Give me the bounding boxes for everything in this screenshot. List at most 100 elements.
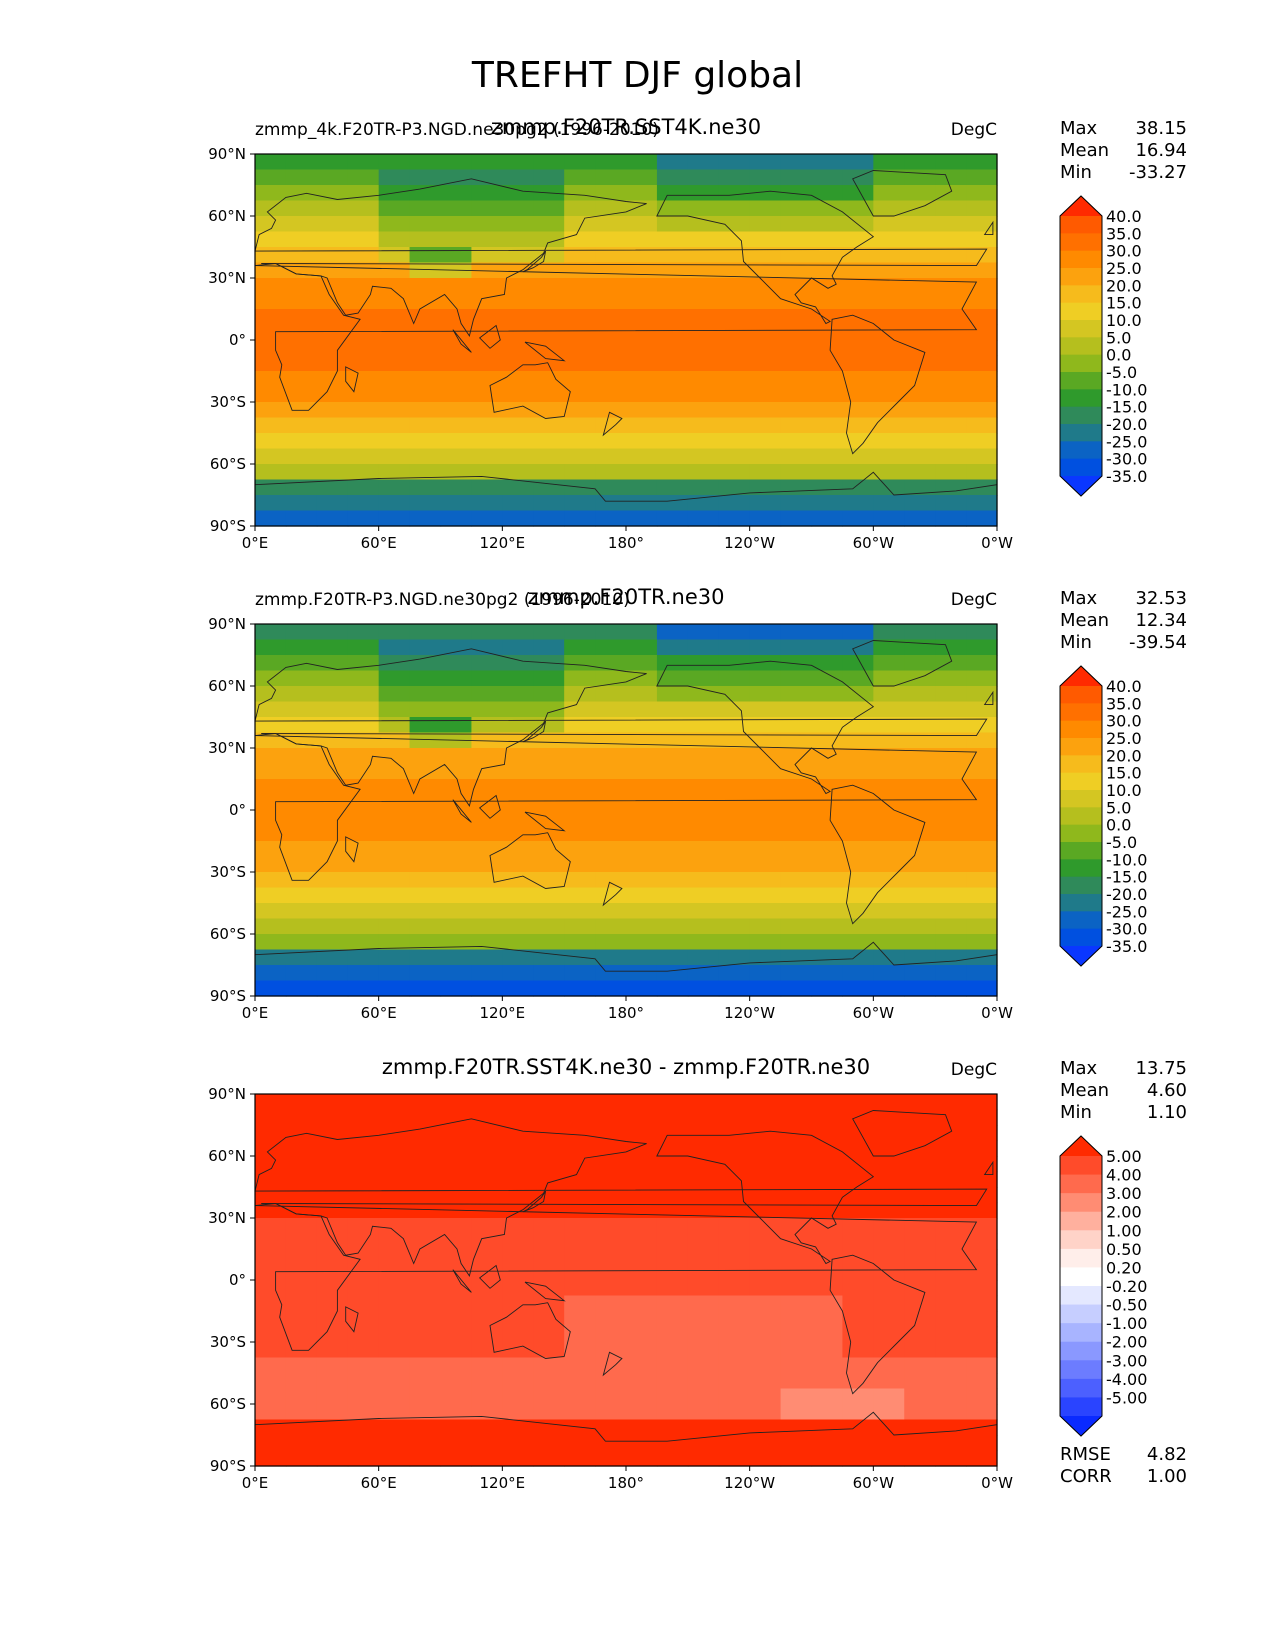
map-cell [626, 841, 658, 858]
map-cell [440, 495, 473, 512]
map-cell [595, 247, 627, 264]
map-cell [316, 1311, 349, 1328]
map-cell [502, 903, 534, 920]
map-cell [749, 980, 782, 997]
map-cell [347, 1233, 380, 1250]
stat-value-min: -39.54 [1129, 632, 1187, 653]
colorbar-level-label: -4.00 [1106, 1370, 1147, 1389]
map-cell [316, 965, 349, 982]
map-cell [811, 624, 844, 641]
map-cell [873, 825, 905, 842]
map-cell [904, 1233, 936, 1250]
map-cell [378, 231, 411, 248]
map-cell [471, 810, 503, 827]
map-cell [471, 371, 503, 388]
map-cell [471, 185, 503, 202]
map-cell [873, 185, 905, 202]
coastline [852, 170, 953, 217]
map-cell [873, 934, 905, 951]
colorbar-outline [1059, 195, 1103, 497]
map-cell [811, 918, 844, 935]
map-cell [471, 1357, 503, 1374]
map-cell [749, 918, 782, 935]
colorbar-segment [1060, 302, 1102, 321]
map-cell [749, 293, 782, 310]
map-cell [316, 903, 349, 920]
map-cell [935, 433, 967, 450]
map-cell [409, 686, 442, 703]
map-cell [502, 200, 534, 217]
map-cell [687, 1326, 720, 1343]
map-cell [626, 903, 658, 920]
map-cell [966, 980, 998, 997]
map-cell [935, 1249, 967, 1266]
map-cell [749, 309, 782, 326]
colorbar-level-label: -35.0 [1106, 937, 1147, 956]
map-cell [255, 1295, 287, 1312]
map-cell [749, 732, 782, 749]
map-cell [409, 1311, 442, 1328]
map-cell [780, 794, 813, 811]
map-field [255, 1094, 998, 1467]
map-cell [564, 934, 596, 951]
map-cell [780, 934, 813, 951]
map-cell [718, 825, 751, 842]
map-cell [347, 1404, 380, 1421]
map-cell [440, 779, 473, 796]
map-cell [687, 200, 720, 217]
map-cell [502, 433, 534, 450]
map-cell [255, 510, 287, 527]
stat-label-max: Max [1060, 118, 1098, 139]
coastline [254, 1118, 988, 1277]
map-cell [749, 154, 782, 171]
map-cell [347, 247, 380, 264]
map-cell [471, 965, 503, 982]
map-cell [904, 1094, 936, 1111]
map-cell [904, 825, 936, 842]
map-cell [842, 949, 874, 966]
map-cell [780, 1326, 813, 1343]
map-cell [595, 1094, 627, 1111]
map-cell [718, 1156, 751, 1173]
map-cell [966, 1264, 998, 1281]
x-tick-label: 120°W [724, 534, 775, 552]
map-cell [811, 903, 844, 920]
map-cell [440, 701, 473, 718]
map-cell [718, 918, 751, 935]
map-cell [409, 980, 442, 997]
colorbar-segment [1060, 928, 1102, 947]
map-cell [409, 1435, 442, 1452]
map-cell [533, 639, 565, 656]
map-cell [749, 1326, 782, 1343]
colorbar-level-label: -0.50 [1106, 1296, 1147, 1315]
colorbar-extend-max [1060, 666, 1102, 686]
map-cell [409, 185, 442, 202]
map-cell [780, 1094, 813, 1111]
map-cell [966, 639, 998, 656]
difference-map-svg: zmmp.F20TR.SST4K.ne30 - zmmp.F20TR.ne30 D… [208, 1055, 1187, 1492]
map-cell [533, 1233, 565, 1250]
map-cell [564, 495, 596, 512]
map-cell [718, 980, 751, 997]
map-cell [626, 624, 658, 641]
map-cell [873, 639, 905, 656]
map-cell [780, 1125, 813, 1142]
map-cell [502, 701, 534, 718]
map-cell [718, 1125, 751, 1142]
colorbar-level-label: -30.0 [1106, 920, 1147, 939]
map-cell [780, 856, 813, 873]
map-cell [347, 1373, 380, 1390]
map-cell [440, 856, 473, 873]
map-cell [656, 1357, 689, 1374]
map-cell [780, 1109, 813, 1126]
map-cell [285, 1140, 318, 1157]
map-cell [749, 1187, 782, 1204]
map-cell [255, 1249, 287, 1266]
map-cell [285, 169, 318, 186]
map-cell [687, 309, 720, 326]
map-cell [842, 825, 874, 842]
map-cell [502, 655, 534, 672]
map-cell [471, 1280, 503, 1297]
colorbar-segment [1060, 458, 1102, 477]
map-cell [873, 216, 905, 233]
